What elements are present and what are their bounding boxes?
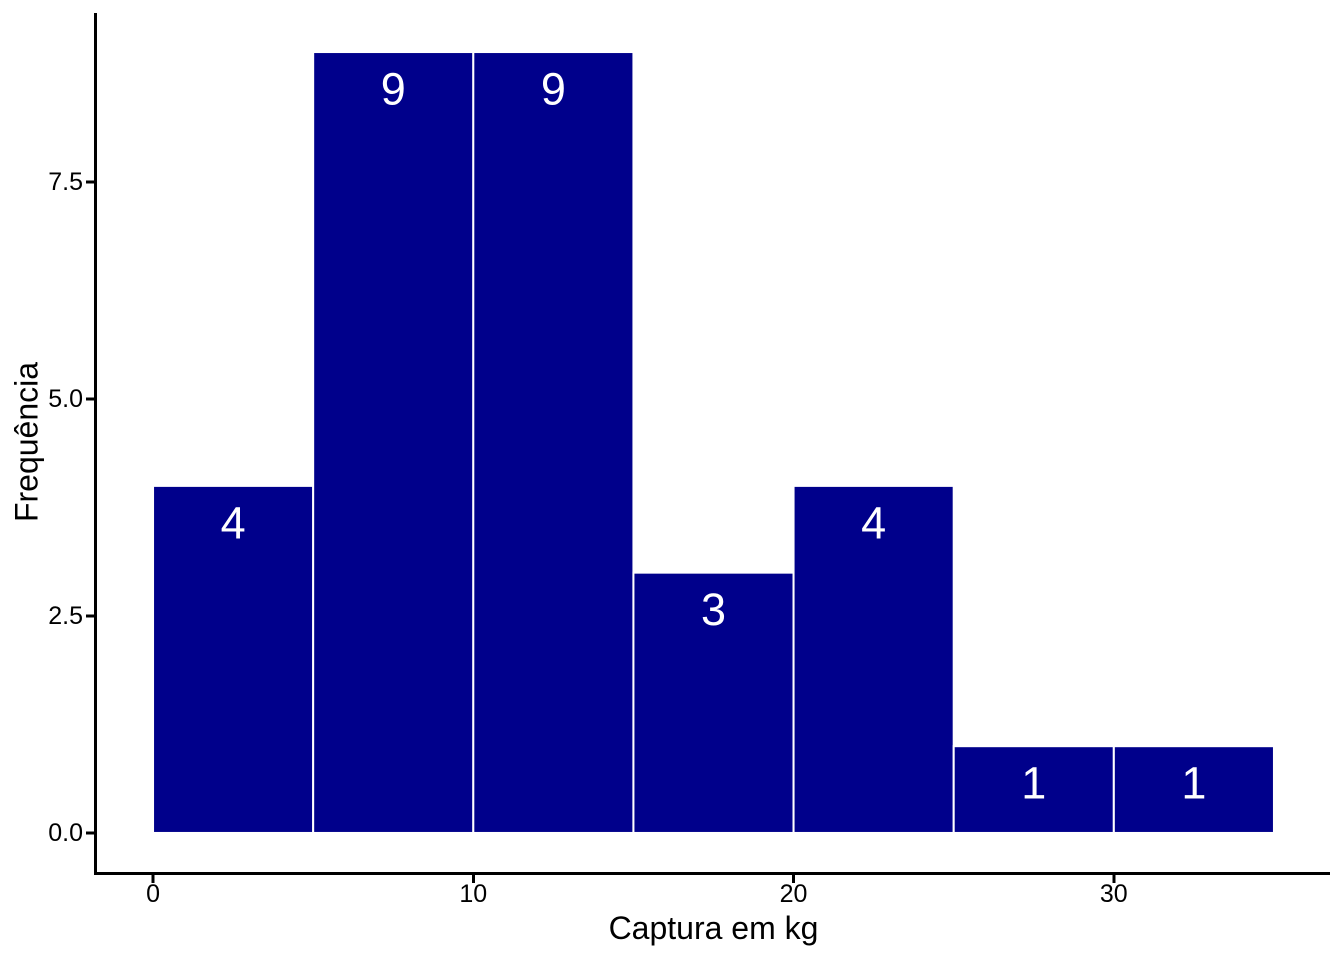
y-axis-title: Frequência <box>8 361 45 523</box>
x-tick-label: 0 <box>146 880 160 908</box>
x-tick-label: 20 <box>780 880 808 908</box>
y-tick-label: 0.0 <box>48 819 83 847</box>
bar-label: 9 <box>541 64 566 115</box>
bar-label: 9 <box>381 64 406 115</box>
histogram-bar <box>1112 745 1275 834</box>
histogram-bar <box>792 484 955 834</box>
histogram-bar <box>152 484 315 834</box>
bar-label: 1 <box>1021 758 1046 809</box>
x-tick-label: 30 <box>1100 880 1128 908</box>
y-tick-label: 7.5 <box>48 168 83 196</box>
bar-label: 4 <box>221 497 246 548</box>
histogram-bar <box>312 51 475 834</box>
histogram-bar <box>632 571 795 834</box>
y-tick-label: 2.5 <box>48 602 83 630</box>
bar-label: 3 <box>701 584 726 635</box>
bar-label: 4 <box>861 497 886 548</box>
histogram-bar <box>472 51 635 834</box>
x-tick-label: 10 <box>459 880 487 908</box>
x-axis-title: Captura em kg <box>608 910 819 946</box>
y-tick-label: 5.0 <box>48 385 83 413</box>
bar-label: 1 <box>1181 758 1206 809</box>
